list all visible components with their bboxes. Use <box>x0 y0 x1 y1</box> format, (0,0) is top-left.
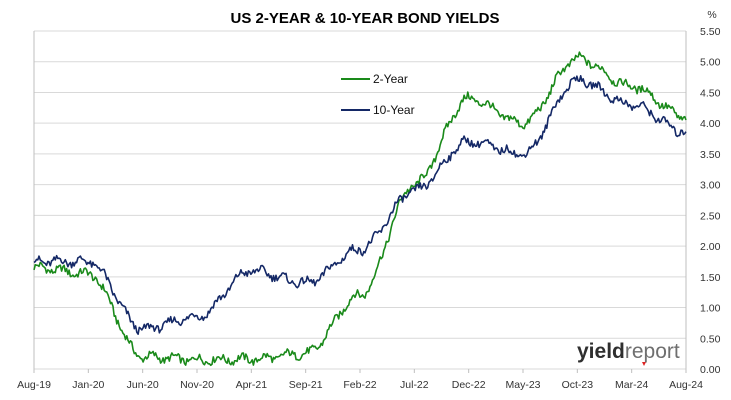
logo-text-report: report <box>625 340 680 363</box>
svg-text:yieldreport: yieldreport <box>577 340 680 363</box>
x-tick-label: Dec-22 <box>452 379 486 391</box>
x-tick-label: Jan-20 <box>72 379 104 391</box>
x-tick-label: Feb-22 <box>343 379 376 391</box>
x-tick-label: Jun-20 <box>127 379 159 391</box>
x-tick-label: Sep-21 <box>289 379 323 391</box>
x-tick-label: Aug-19 <box>17 379 51 391</box>
y-tick-label: 5.00 <box>700 57 721 69</box>
logo-text-yield: yield <box>577 340 625 363</box>
y-tick-label: 4.00 <box>700 118 721 130</box>
x-tick-label: Nov-20 <box>180 379 214 391</box>
legend-label: 10-Year <box>373 103 415 117</box>
y-tick-label: 1.00 <box>700 303 721 315</box>
grid-lines <box>34 30 686 370</box>
x-tick-label: Mar-24 <box>615 379 648 391</box>
x-tick-label: Jul-22 <box>400 379 429 391</box>
y-tick-label: 4.50 <box>700 87 721 99</box>
y-tick-label: 0.50 <box>700 333 721 345</box>
series-line <box>33 51 687 367</box>
x-tick-label: Aug-24 <box>669 379 703 391</box>
series-line <box>33 75 687 336</box>
yieldreport-logo: yieldreport <box>577 340 680 366</box>
x-tick-label: May-23 <box>505 379 540 391</box>
y-tick-label: 2.50 <box>700 210 721 222</box>
y-tick-label: 0.00 <box>700 364 721 376</box>
axes: 0.00 0.50 1.00 1.50 2.00 2.50 3.00 3.50 4.00 4.50… <box>17 26 721 391</box>
series-lines <box>33 51 687 367</box>
y-tick-label: 1.50 <box>700 272 721 284</box>
y-tick-label: 2.00 <box>700 241 721 253</box>
legend: 2-Year 10-Year <box>341 72 415 117</box>
y-tick-label: 5.50 <box>700 26 721 38</box>
y-tick-label: 3.50 <box>700 149 721 161</box>
x-tick-label: Oct-23 <box>562 379 594 391</box>
legend-label: 2-Year <box>373 72 408 86</box>
x-tick-label: Apr-21 <box>236 379 268 391</box>
logo-mark-icon <box>642 362 646 366</box>
y-axis-unit: % <box>707 9 716 21</box>
chart-title: US 2-YEAR & 10-YEAR BOND YIELDS <box>231 10 500 27</box>
y-tick-label: 3.00 <box>700 180 721 192</box>
